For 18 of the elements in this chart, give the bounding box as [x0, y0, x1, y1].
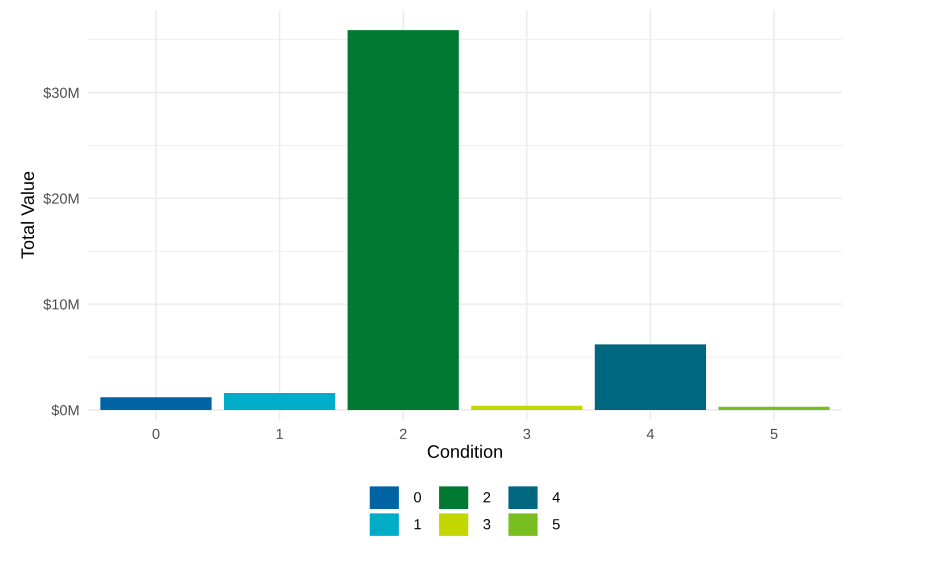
- x-tick-label: 0: [152, 428, 160, 440]
- legend-label: 4: [552, 492, 560, 502]
- x-tick-label: 3: [523, 428, 530, 440]
- y-tick-label: $10M: [43, 298, 78, 310]
- x-tick-label: 4: [646, 428, 654, 439]
- x-axis-title: Condition: [428, 444, 502, 458]
- y-axis-title: Total Value: [20, 172, 34, 259]
- legend-label: 5: [552, 519, 560, 530]
- y-tick-label: $30M: [43, 87, 78, 99]
- x-tick-label: 1: [276, 428, 283, 439]
- y-tick-label: $0M: [51, 404, 78, 416]
- legend-label: 3: [483, 519, 490, 530]
- legend-label: 1: [414, 519, 421, 530]
- x-tick-label: 5: [770, 428, 778, 440]
- legend-label: 2: [484, 492, 490, 502]
- legend-label: 0: [414, 492, 421, 502]
- x-tick-label: 2: [400, 428, 407, 439]
- y-tick-label: $20M: [43, 192, 78, 205]
